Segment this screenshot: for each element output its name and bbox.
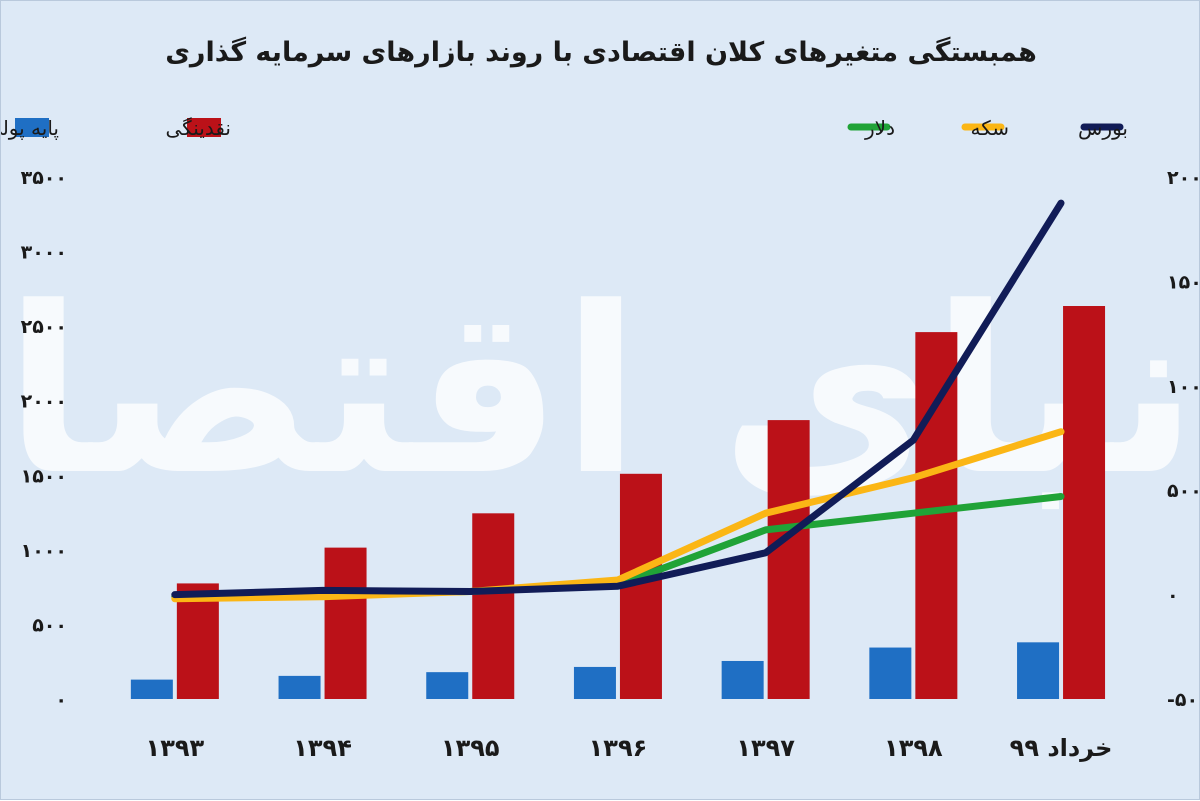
bar-liquidity bbox=[1063, 306, 1106, 699]
left-axis-tick-label: ۲۵۰۰ bbox=[21, 316, 67, 338]
category-label: ۱۳۹۵ bbox=[441, 734, 500, 762]
left-axis-tick-label: ۳۰۰۰ bbox=[21, 242, 67, 264]
right-axis-tick-label: ۵۰۰ bbox=[1167, 480, 1200, 502]
category-label: ۱۳۹۷ bbox=[736, 734, 795, 762]
category-label: ۱۳۹۶ bbox=[589, 734, 648, 762]
legend-liquidity-swatch bbox=[187, 118, 221, 137]
bar-monetary-base bbox=[130, 679, 173, 699]
legend-monetary-base-swatch bbox=[15, 118, 49, 137]
category-label: ۱۳۹۴ bbox=[293, 734, 352, 762]
right-axis-tick-label: -۵۰۰ bbox=[1167, 689, 1200, 711]
right-axis-tick-label: ۲۰۰۰ bbox=[1167, 167, 1200, 189]
category-label: ۱۳۹۳ bbox=[146, 734, 205, 762]
bar-monetary-base bbox=[869, 647, 912, 699]
left-axis-tick-label: ۲۰۰۰ bbox=[21, 391, 67, 413]
bar-monetary-base bbox=[426, 672, 469, 699]
left-axis-tick-label: ۰ bbox=[55, 689, 67, 711]
legend-dollar-label: دلار bbox=[864, 116, 895, 140]
watermark-text: دنیای اقتصاد bbox=[1, 259, 1200, 526]
bar-liquidity bbox=[324, 547, 367, 699]
bar-liquidity bbox=[472, 513, 515, 699]
bar-monetary-base bbox=[721, 660, 764, 699]
bar-liquidity bbox=[767, 420, 810, 699]
left-axis-tick-label: ۱۵۰۰ bbox=[21, 465, 67, 487]
bar-monetary-base bbox=[1017, 642, 1060, 699]
line-stock-market bbox=[171, 199, 1065, 599]
legend-monetary-base-label: پایه پولی bbox=[1, 116, 59, 141]
chart-title: همبستگی متغیرهای کلان اقتصادی با روند با… bbox=[165, 37, 1037, 68]
legend-gold-coin-label: سکه bbox=[970, 116, 1009, 140]
bar-monetary-base bbox=[278, 675, 321, 699]
right-axis-tick-label: ۰ bbox=[1167, 585, 1179, 607]
category-label: ۱۳۹۸ bbox=[884, 734, 943, 762]
right-axis-tick-label: ۱۰۰۰ bbox=[1167, 376, 1200, 398]
category-label: خرداد ۹۹ bbox=[1010, 734, 1113, 762]
bar-liquidity bbox=[176, 583, 219, 699]
left-axis-tick-label: ۱۰۰۰ bbox=[21, 540, 67, 562]
bar-monetary-base bbox=[573, 666, 616, 699]
legend-liquidity-label: نقدینگی bbox=[166, 116, 232, 140]
line-gold-coin bbox=[171, 428, 1065, 603]
right-axis-tick-label: ۱۵۰۰ bbox=[1167, 271, 1200, 293]
left-axis-tick-label: ۳۵۰۰ bbox=[21, 167, 67, 189]
left-axis-tick-label: ۵۰۰ bbox=[32, 614, 67, 636]
legend-stock-market-label: بورس bbox=[1078, 116, 1128, 140]
